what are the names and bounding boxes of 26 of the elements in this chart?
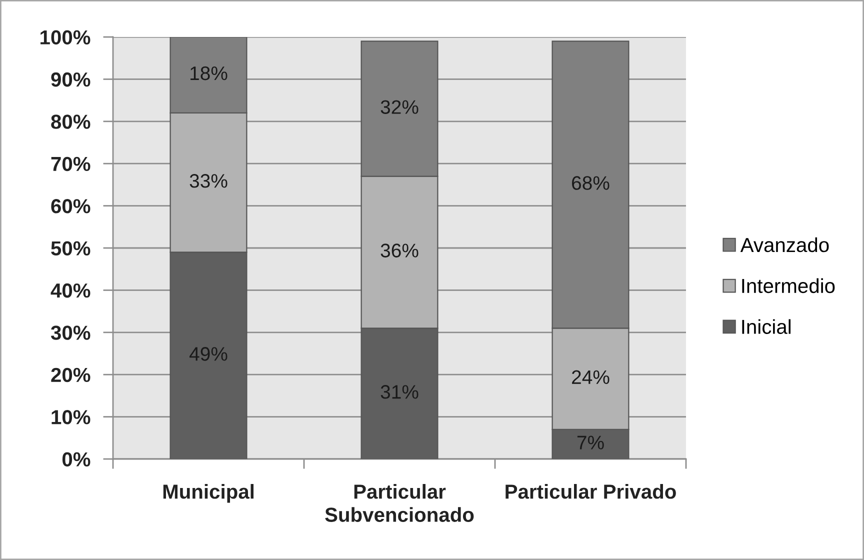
y-tick-label: 80% bbox=[51, 114, 90, 129]
y-tick-label: 90% bbox=[51, 72, 90, 87]
y-tick-label: 70% bbox=[51, 156, 90, 172]
x-tick-label: Particular Privado bbox=[506, 484, 676, 499]
data-label: 33% bbox=[190, 174, 228, 188]
y-tick-label: 40% bbox=[50, 283, 90, 298]
legend-label: Intermedio bbox=[742, 278, 835, 294]
y-tick-label: 60% bbox=[51, 199, 90, 214]
data-label: 24% bbox=[572, 370, 610, 384]
data-label: 32% bbox=[380, 100, 418, 114]
data-label: 31% bbox=[380, 385, 418, 399]
y-tick-label: 20% bbox=[51, 368, 90, 382]
legend-label: Avanzado bbox=[740, 237, 829, 252]
y-tick-label: 100% bbox=[40, 30, 90, 44]
legend-label: Inicial bbox=[742, 319, 791, 334]
data-label: 7% bbox=[577, 436, 604, 450]
x-tick-label: Municipal bbox=[163, 484, 254, 503]
y-tick-label: 30% bbox=[50, 326, 90, 340]
x-tick-label: Particular Subvencionado bbox=[325, 484, 474, 522]
data-label: 49% bbox=[189, 347, 228, 361]
y-tick-label: 10% bbox=[52, 410, 90, 424]
y-tick-label: 0% bbox=[62, 452, 90, 466]
data-label: 68% bbox=[572, 176, 610, 190]
y-tick-label: 50% bbox=[51, 241, 90, 256]
data-label: 36% bbox=[380, 244, 418, 258]
data-label: 18% bbox=[190, 66, 228, 80]
